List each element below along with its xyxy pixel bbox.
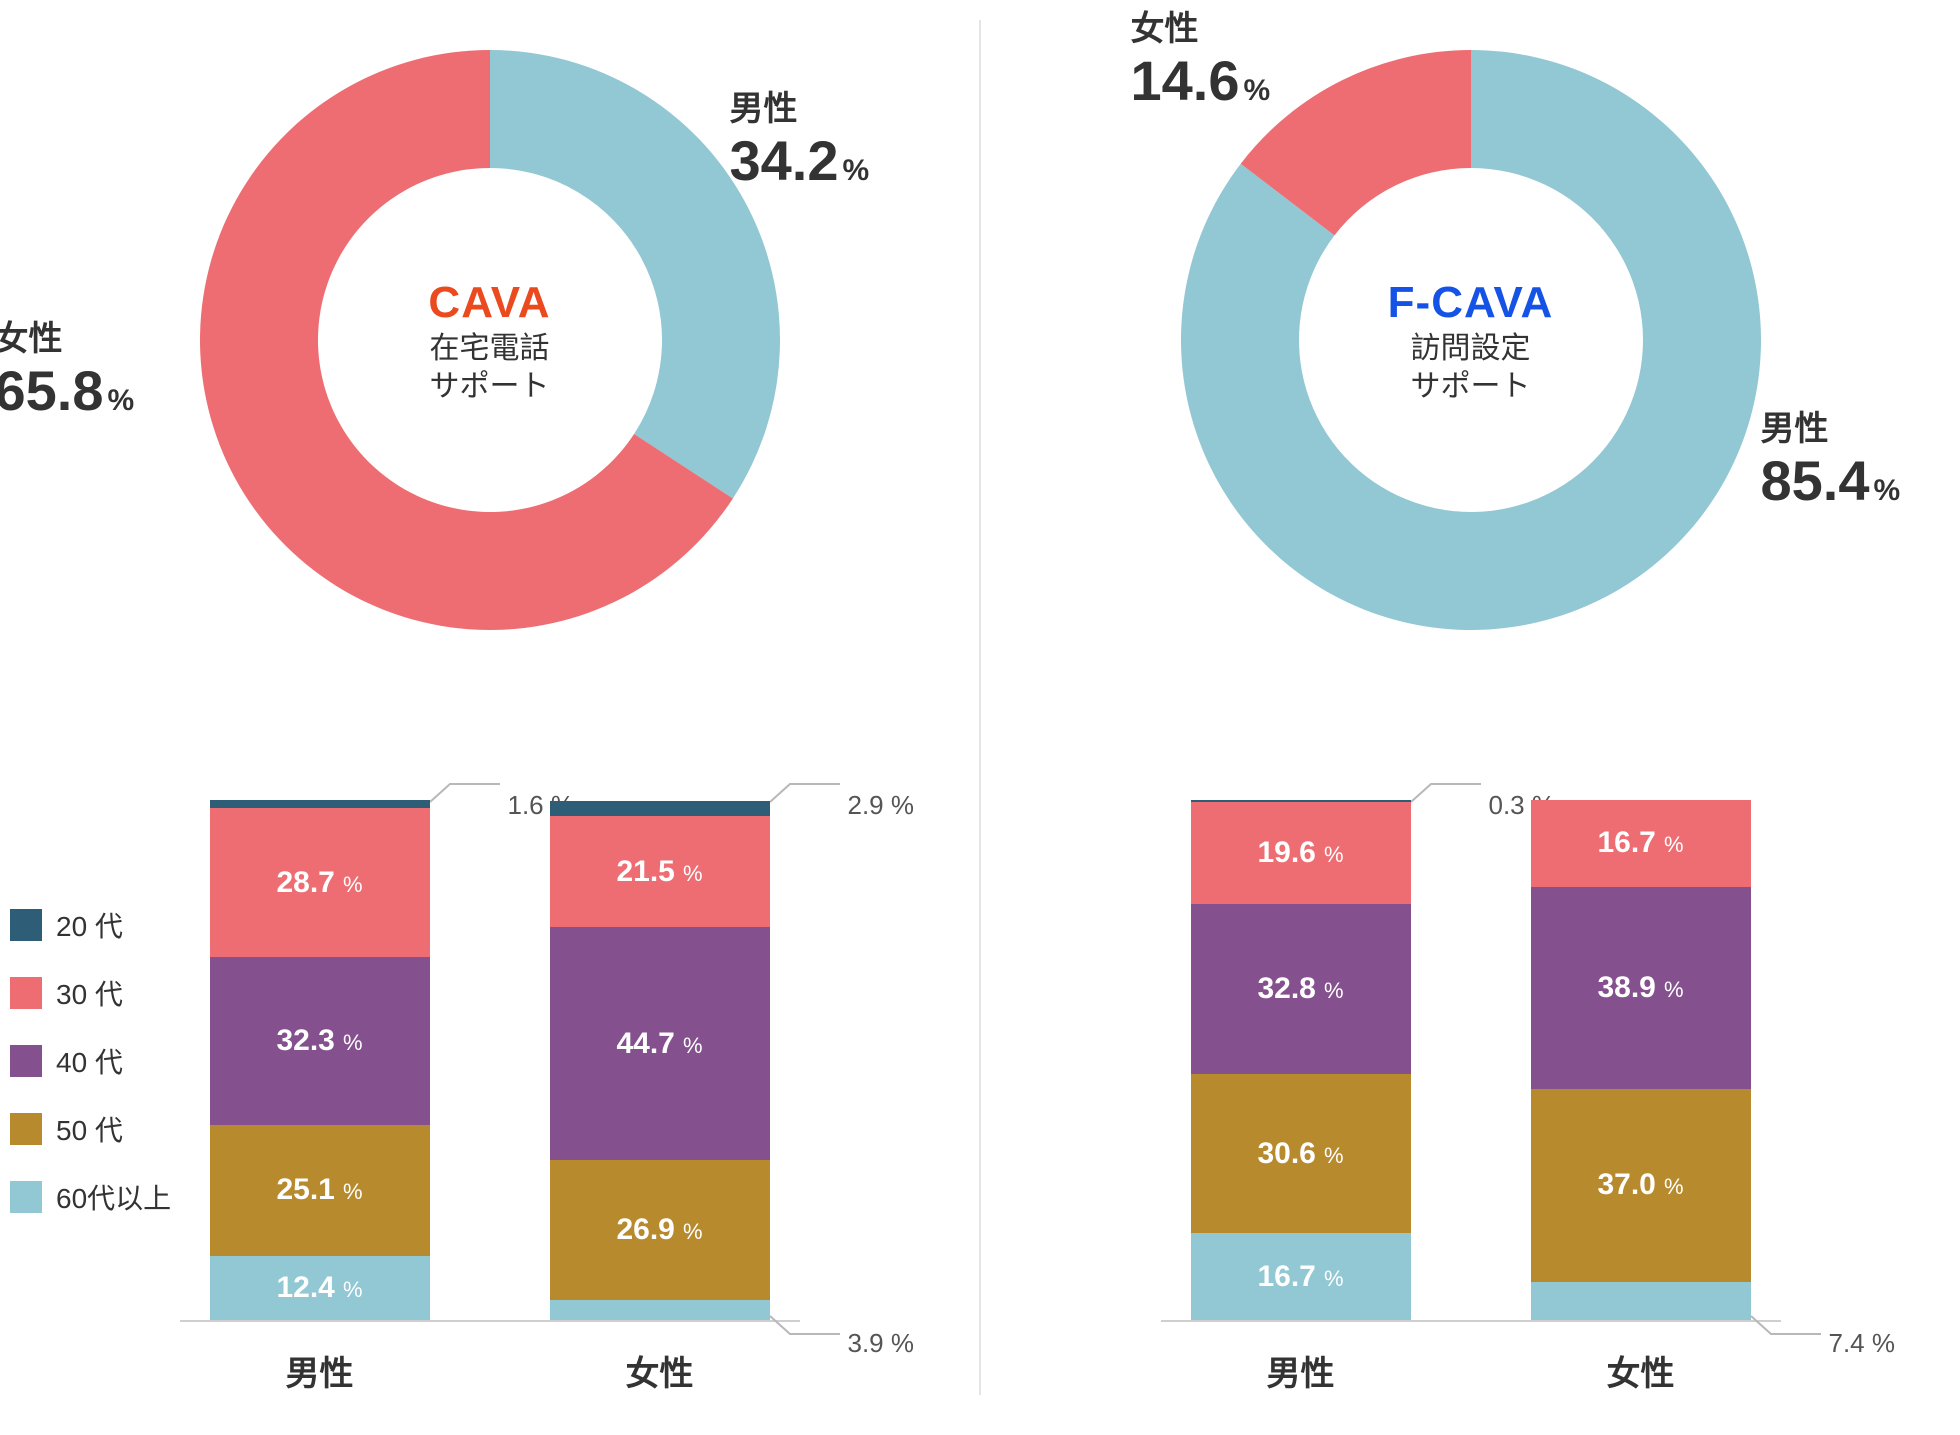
bar-segment-value: 28.7 % [276, 866, 362, 900]
donut-label-name: 男性 [730, 90, 870, 129]
age-legend: 20 代 30 代 40 代 50 代 60代以上 [10, 905, 171, 1217]
bar-column: 28.7 %32.3 %25.1 %12.4 %1.6 % [210, 800, 430, 1320]
brand-name: CAVA [428, 275, 550, 330]
page-root: CAVA在宅電話サポート男性34.2%女性65.8%28.7 %32.3 %25… [0, 0, 1960, 1435]
bar-segment-value: 32.3 % [276, 1024, 362, 1058]
stacked-bars: 19.6 % 32.8 % 30.6 % 16.7 % 0.3 % 16.7 % 38.9 … [1021, 700, 1920, 1395]
panel-fcava: F-CAVA訪問設定サポート女性14.6%男性85.4%19.6 %32.8 %… [981, 0, 1960, 1435]
bar-segment-value: 37.0 % [1597, 1168, 1683, 1202]
legend-item: 30 代 [10, 973, 171, 1013]
bar-xlabel: 男性 [1191, 1346, 1411, 1395]
bar-segment-value: 12.4 % [276, 1271, 362, 1305]
bar-segment-value: 38.9 % [1597, 971, 1683, 1005]
bar-segment-value: 19.6 % [1257, 836, 1343, 870]
brand-sub-1: 在宅電話 [428, 330, 550, 368]
bar-callout: 3.9 % [770, 800, 910, 1320]
legend-swatch [10, 1113, 42, 1145]
bar-segment-age50: 26.9 % [550, 1160, 770, 1300]
bar-stack: 28.7 %32.3 %25.1 %12.4 %1.6 % [210, 800, 430, 1320]
legend-label: 60代以上 [56, 1177, 171, 1217]
donut-label-value: 14.6% [1131, 49, 1271, 113]
brand-name: F-CAVA [1388, 275, 1554, 330]
donut-label-female: 女性65.8% [0, 320, 134, 423]
bar-segment-age40: 32.8 % [1191, 904, 1411, 1075]
legend-label: 40 代 [56, 1041, 123, 1081]
bar-callout: 1.6 % [430, 800, 570, 1320]
bar-segment-age30: 21.5 % [550, 816, 770, 928]
donut-chart: CAVA在宅電話サポート男性34.2%女性65.8% [170, 20, 810, 660]
donut-label-value: 65.8% [0, 359, 134, 423]
bar-segment-age30: 28.7 % [210, 808, 430, 957]
bar-segment-age40: 32.3 % [210, 957, 430, 1125]
bar-stack: 19.6 %32.8 %30.6 %16.7 %0.3 % [1191, 800, 1411, 1320]
bar-callout-text: 7.4 % [1829, 1328, 1896, 1359]
donut-label-value: 85.4% [1761, 449, 1901, 513]
legend-swatch [10, 1045, 42, 1077]
legend-item: 40 代 [10, 1041, 171, 1081]
bar-segment-age50: 37.0 % [1531, 1089, 1751, 1281]
bar-stack: 21.5 %44.7 %26.9 %2.9 %3.9 % [550, 800, 770, 1320]
donut-label-male: 男性85.4% [1761, 410, 1901, 513]
bar-segment-age30: 19.6 % [1191, 802, 1411, 904]
bar-segment-value: 30.6 % [1257, 1137, 1343, 1171]
bar-segment-value: 16.7 % [1597, 826, 1683, 860]
legend-item: 60代以上 [10, 1177, 171, 1217]
legend-swatch [10, 1181, 42, 1213]
bar-segment-value: 32.8 % [1257, 972, 1343, 1006]
bar-xlabel: 女性 [1531, 1346, 1751, 1395]
bar-xlabel: 男性 [210, 1346, 430, 1395]
bar-segment-age30: 16.7 % [1531, 800, 1751, 887]
bar-segment-age60 [1531, 1282, 1751, 1320]
legend-item: 20 代 [10, 905, 171, 945]
bar-segment-age40: 38.9 % [1531, 887, 1751, 1089]
donut-label-female: 女性14.6% [1131, 10, 1271, 113]
bar-callout: 0.3 % [1411, 800, 1551, 1320]
bar-segment-age40: 44.7 % [550, 927, 770, 1159]
donut-label-name: 男性 [1761, 410, 1901, 449]
bar-segment-age60: 12.4 % [210, 1256, 430, 1320]
bar-segment-value: 16.7 % [1257, 1260, 1343, 1294]
donut-label-name: 女性 [0, 320, 134, 359]
bar-segment-value: 21.5 % [616, 855, 702, 889]
stacked-bars: 28.7 % 32.3 % 25.1 % 12.4 % 1.6 % 21.5 % 44.7 … [40, 700, 939, 1395]
legend-swatch [10, 909, 42, 941]
bar-segment-age60: 16.7 % [1191, 1233, 1411, 1320]
bar-segment-age20 [210, 800, 430, 808]
bar-segment-age20 [550, 801, 770, 816]
brand-sub-1: 訪問設定 [1388, 330, 1554, 368]
bar-column: 16.7 %38.9 %37.0 %7.4 % [1531, 800, 1751, 1320]
donut-chart: F-CAVA訪問設定サポート女性14.6%男性85.4% [1151, 20, 1791, 660]
bar-segment-value: 25.1 % [276, 1173, 362, 1207]
donut-center-label: CAVA在宅電話サポート [428, 275, 550, 405]
bar-column: 21.5 %44.7 %26.9 %2.9 %3.9 % [550, 800, 770, 1320]
legend-label: 50 代 [56, 1109, 123, 1149]
donut-label-male: 男性34.2% [730, 90, 870, 193]
bar-segment-age50: 25.1 % [210, 1125, 430, 1255]
legend-item: 50 代 [10, 1109, 171, 1149]
bar-callout-text: 3.9 % [848, 1328, 915, 1359]
legend-label: 20 代 [56, 905, 123, 945]
bar-segment-value: 26.9 % [616, 1213, 702, 1247]
bar-segment-age60 [550, 1300, 770, 1320]
donut-label-value: 34.2% [730, 129, 870, 193]
donut-center-label: F-CAVA訪問設定サポート [1388, 275, 1554, 405]
bar-stack: 16.7 %38.9 %37.0 %7.4 % [1531, 800, 1751, 1320]
donut-label-name: 女性 [1131, 10, 1271, 49]
bar-segment-value: 44.7 % [616, 1027, 702, 1061]
bar-segment-age50: 30.6 % [1191, 1074, 1411, 1233]
bar-callout: 7.4 % [1751, 800, 1891, 1320]
brand-sub-2: サポート [1388, 368, 1554, 406]
legend-label: 30 代 [56, 973, 123, 1013]
legend-swatch [10, 977, 42, 1009]
brand-sub-2: サポート [428, 368, 550, 406]
panel-cava: CAVA在宅電話サポート男性34.2%女性65.8%28.7 %32.3 %25… [0, 0, 979, 1435]
bar-xlabel: 女性 [550, 1346, 770, 1395]
bar-column: 19.6 %32.8 %30.6 %16.7 %0.3 % [1191, 800, 1411, 1320]
